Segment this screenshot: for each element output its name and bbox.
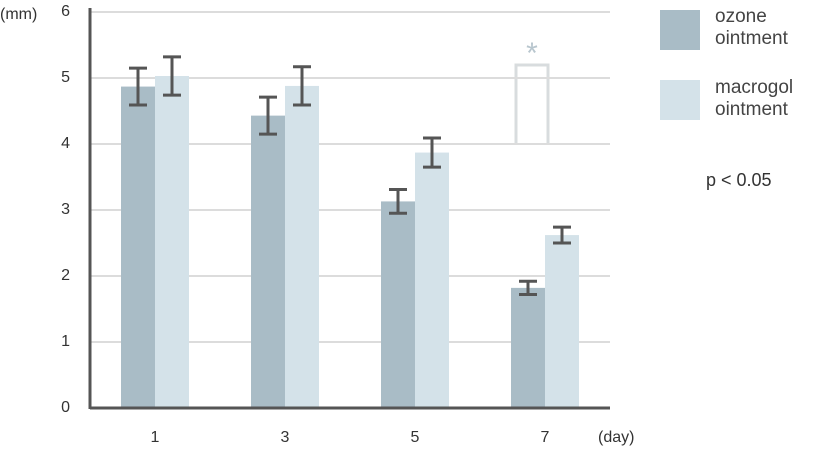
p-value-note: p < 0.05: [706, 170, 772, 190]
x-unit: (day): [598, 429, 634, 446]
legend-swatch: [660, 10, 700, 50]
bar: [155, 76, 189, 409]
bar: [285, 85, 319, 409]
y-tick-label: 4: [61, 135, 70, 152]
error-bar: [129, 66, 147, 107]
y-unit: (mm): [0, 6, 37, 23]
y-tick-label: 3: [61, 201, 70, 218]
x-tick-label: 3: [281, 429, 290, 446]
y-tick-label: 2: [61, 267, 70, 284]
bar: [381, 201, 415, 408]
x-tick-label: 7: [541, 429, 550, 446]
legend-label: ozone ointment: [715, 6, 788, 49]
error-bar: [519, 279, 537, 296]
bar: [415, 152, 449, 408]
bar: [545, 235, 579, 408]
error-bar: [259, 95, 277, 136]
bar: [251, 115, 285, 409]
legend-label: macrogol ointment: [715, 77, 794, 120]
error-bar: [423, 136, 441, 169]
significance-bracket: [514, 63, 550, 144]
y-tick-label: 5: [61, 69, 70, 86]
bar: [121, 86, 155, 408]
y-tick-label: 0: [61, 399, 70, 416]
x-tick-label: 5: [411, 429, 420, 446]
error-bar: [293, 65, 311, 107]
legend-swatch: [660, 80, 700, 120]
bar: [511, 287, 545, 408]
y-tick-label: 6: [61, 3, 70, 20]
significance-mark: *: [526, 37, 538, 70]
error-bar: [389, 188, 407, 215]
error-bar: [163, 55, 181, 97]
error-bar: [553, 225, 571, 245]
y-tick-label: 1: [61, 333, 70, 350]
x-tick-label: 1: [151, 429, 160, 446]
